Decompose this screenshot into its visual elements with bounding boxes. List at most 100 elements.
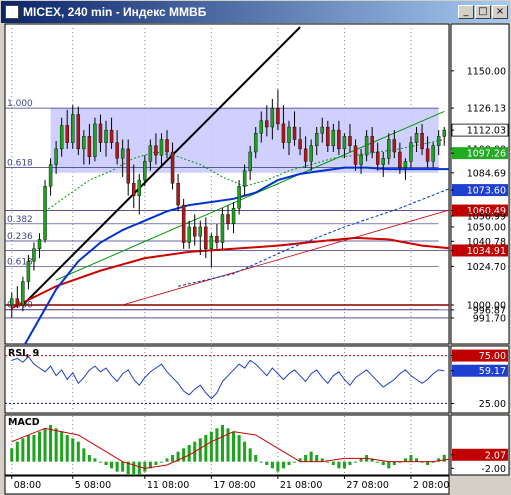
macd-bar [26, 435, 30, 462]
fibonacci-zone [50, 108, 439, 173]
candle-body [187, 226, 191, 243]
minimize-button[interactable]: _ [458, 5, 474, 19]
rsi-tick-bg [452, 349, 508, 362]
macd-bar [15, 441, 19, 462]
candle-body [270, 108, 275, 128]
macd-bar [159, 461, 163, 463]
candle-body [392, 139, 397, 153]
price-tick-bg [452, 204, 508, 217]
rsi-tick-label: 75.00 [479, 351, 506, 362]
macd-bar [315, 455, 319, 462]
candle-body [37, 239, 42, 249]
candle-body [231, 207, 236, 225]
rsi-tick-label: 59.17 [479, 366, 506, 377]
price-tick-bg [452, 147, 508, 160]
fib-level-label: 0.618 [7, 159, 33, 169]
macd-bar [348, 461, 352, 465]
candle-body [170, 151, 175, 184]
candle-body [420, 133, 424, 150]
window-title: MICEX, 240 min - Индекс ММВБ [23, 5, 207, 19]
candle-body [403, 161, 408, 168]
candle-body [220, 214, 225, 243]
candle-body [320, 126, 324, 134]
macd-bar [287, 461, 291, 465]
macd-bar [337, 461, 341, 469]
fib-level-label: 0.618 [7, 257, 33, 267]
candle-body [10, 298, 14, 306]
candle-body [431, 145, 435, 162]
macd-bar [43, 428, 47, 462]
macd-bar [331, 461, 335, 465]
candle-body [15, 298, 20, 306]
candle-body [248, 151, 252, 171]
candle-body [292, 126, 297, 140]
macd-bar [409, 455, 413, 462]
candle-body [76, 114, 81, 150]
macd-bar [309, 451, 313, 462]
macd-bar [132, 461, 136, 475]
macd-bar [49, 425, 53, 462]
price-tick-label: 1000.00 [467, 300, 506, 311]
macd-bar [270, 461, 274, 469]
macd-bar [403, 458, 407, 462]
trend-line-green [55, 110, 445, 281]
candle-body [48, 164, 53, 187]
candle-body [126, 148, 130, 184]
price-tick-label: 1073.60 [467, 186, 506, 197]
macd-bar [237, 435, 241, 462]
macd-bar [121, 461, 125, 472]
macd-bar [392, 461, 396, 465]
candle-body [298, 139, 302, 150]
macd-bar [370, 458, 374, 462]
time-tick-label: 2 08:00 [413, 480, 449, 491]
candle-body [93, 123, 97, 157]
macd-bar [376, 461, 380, 463]
time-tick-label: 27 08:00 [346, 480, 389, 491]
candle-body [314, 133, 319, 146]
macd-bar [54, 428, 58, 462]
candle-body [132, 183, 136, 196]
macd-bar [204, 435, 208, 462]
moving-average-red [11, 236, 449, 309]
macd-bar [320, 458, 324, 462]
candle-body [71, 114, 75, 143]
title-bar[interactable]: MICEX, 240 min - Индекс ММВБ _ □ × [1, 1, 510, 23]
macd-bar [243, 441, 247, 462]
fib-level-label: 0.236 [7, 232, 33, 242]
envelope-blue-dashed [177, 188, 449, 287]
time-axis [4, 475, 450, 495]
macd-bar [104, 461, 108, 465]
price-tick-label: 1040.78 [467, 237, 506, 248]
macd-bar [304, 455, 308, 462]
rsi-label: RSI, 9 [8, 348, 39, 359]
price-tick-label: 1084.69 [467, 168, 506, 179]
price-pane [4, 23, 450, 345]
candle-body [226, 214, 230, 225]
candle-body [98, 123, 103, 143]
maximize-button[interactable]: □ [475, 5, 491, 19]
chart-icon [5, 5, 19, 19]
candle-body [303, 148, 308, 162]
candle-body [265, 120, 269, 128]
macd-bar [37, 431, 42, 462]
candle-body [342, 136, 347, 150]
close-button[interactable]: × [492, 5, 508, 19]
time-tick-label: 11 08:00 [147, 480, 190, 491]
candle-body [364, 136, 369, 156]
macd-bar [209, 431, 213, 462]
price-pane-axis [450, 23, 510, 345]
candle-body [43, 186, 47, 240]
candle-body [137, 179, 142, 196]
macd-bar [176, 451, 180, 462]
candle-body [370, 136, 374, 153]
macd-bar [326, 461, 330, 463]
candle-body [65, 125, 69, 143]
price-tick-label: 1097.26 [467, 149, 506, 160]
macd-tick-label: 2.07 [485, 450, 506, 461]
macd-bar [265, 461, 269, 465]
candle-body [87, 136, 92, 157]
candle-body [331, 129, 336, 146]
macd-bar [110, 461, 114, 469]
macd-bar [137, 461, 141, 475]
